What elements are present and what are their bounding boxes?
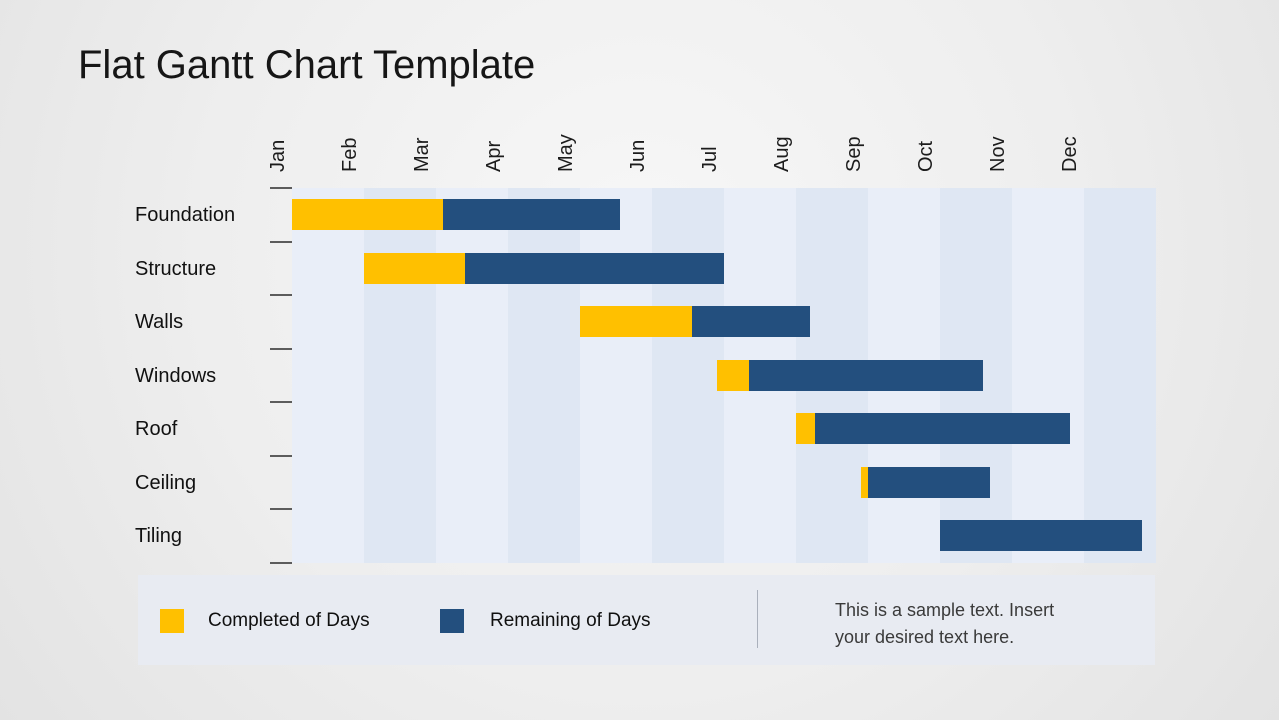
row-tick bbox=[270, 454, 292, 457]
month-label-aug: Aug bbox=[771, 136, 793, 172]
task-label-windows: Windows bbox=[135, 364, 217, 387]
completed-bar-windows bbox=[716, 359, 750, 391]
month-label-feb: Feb bbox=[339, 137, 361, 172]
remaining-bar-tiling bbox=[940, 520, 1142, 552]
month-label-nov: Nov bbox=[987, 136, 1009, 172]
task-label-roof: Roof bbox=[135, 418, 178, 441]
completed-bar-walls bbox=[580, 306, 692, 338]
row-tick bbox=[270, 508, 292, 511]
month-label-jul: Jul bbox=[699, 146, 721, 172]
remaining-legend-label: Remaining of Days bbox=[490, 610, 651, 631]
row-tick bbox=[270, 561, 292, 564]
month-label-jun: Jun bbox=[627, 139, 649, 172]
sample-text-line1: This is a sample text. Insert bbox=[835, 600, 1055, 620]
completed-bar-structure bbox=[364, 252, 465, 284]
plot-area bbox=[292, 188, 1156, 563]
month-label-apr: Apr bbox=[483, 140, 505, 172]
task-label-ceiling: Ceiling bbox=[135, 471, 197, 494]
sample-text-line2: your desired text here. bbox=[835, 627, 1015, 647]
remaining-bar-foundation bbox=[443, 199, 620, 230]
task-label-tiling: Tiling bbox=[135, 525, 183, 548]
row-tick bbox=[270, 401, 292, 404]
task-label-walls: Walls bbox=[135, 311, 184, 334]
month-label-sep: Sep bbox=[843, 136, 865, 172]
month-label-may: May bbox=[555, 134, 577, 172]
completed-bar-roof bbox=[796, 413, 816, 445]
completed-bar-ceiling bbox=[860, 466, 868, 498]
row-tick bbox=[270, 187, 292, 189]
remaining-bar-roof bbox=[815, 413, 1070, 445]
task-label-structure: Structure bbox=[135, 257, 217, 280]
month-label-jan: Jan bbox=[267, 139, 289, 172]
sample-text: This is a sample text. Insert your desir… bbox=[835, 597, 1054, 651]
page-title: Flat Gantt Chart Template bbox=[78, 43, 536, 87]
legend-bar: Completed of Days Remaining of Days This… bbox=[138, 575, 1155, 665]
remaining-bar-windows bbox=[749, 359, 984, 391]
remaining-bar-structure bbox=[464, 252, 724, 284]
remaining-legend-swatch bbox=[440, 609, 464, 633]
row-tick bbox=[270, 347, 292, 350]
completed-legend-label: Completed of Days bbox=[208, 610, 370, 631]
task-label-foundation: Foundation bbox=[135, 204, 236, 226]
remaining-bar-ceiling bbox=[868, 466, 991, 498]
row-tick bbox=[270, 294, 292, 297]
row-tick bbox=[270, 240, 292, 243]
month-label-mar: Mar bbox=[411, 137, 433, 172]
completed-bar-foundation bbox=[292, 199, 444, 230]
month-label-oct: Oct bbox=[915, 140, 937, 172]
legend-divider bbox=[757, 590, 758, 648]
month-label-dec: Dec bbox=[1059, 136, 1081, 172]
completed-legend-swatch bbox=[160, 609, 184, 633]
remaining-bar-walls bbox=[691, 306, 811, 338]
